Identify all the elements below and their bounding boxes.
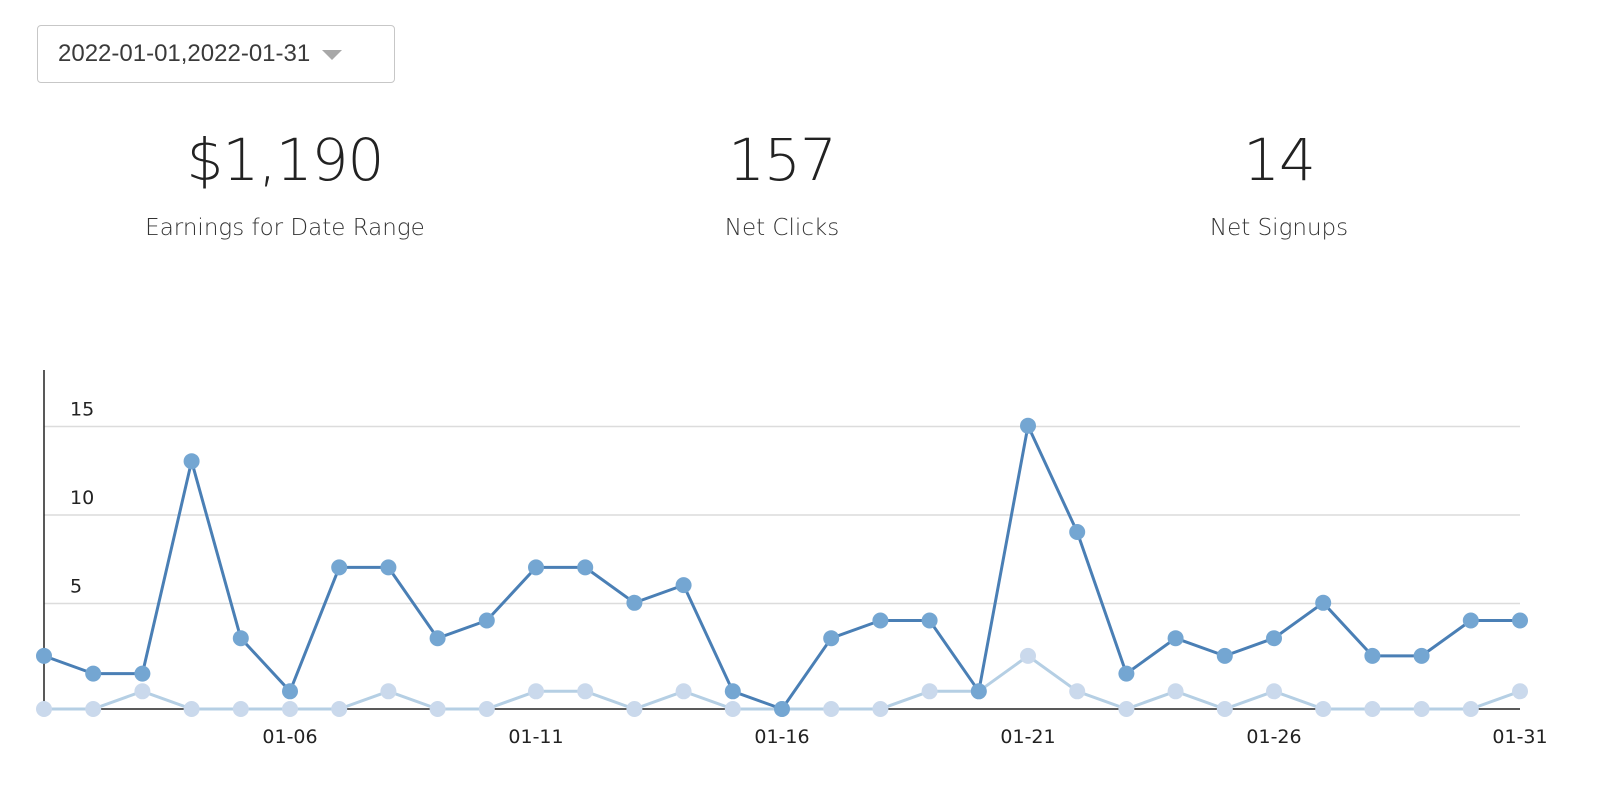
data-point	[1413, 647, 1430, 664]
earnings-value: $1,190	[186, 126, 385, 194]
data-point	[232, 701, 249, 717]
data-point	[1462, 701, 1479, 717]
data-point	[528, 683, 544, 700]
data-point	[134, 683, 151, 700]
data-point	[478, 612, 495, 629]
data-point	[85, 665, 102, 682]
data-point	[1020, 647, 1036, 664]
data-point	[1020, 417, 1036, 434]
data-point	[429, 701, 446, 717]
data-point	[282, 701, 298, 717]
data-point	[1266, 683, 1282, 700]
data-point	[921, 612, 938, 629]
data-point	[724, 683, 741, 700]
data-point	[1118, 665, 1135, 682]
x-tick-label: 01-26	[1246, 726, 1301, 748]
data-point	[675, 683, 692, 700]
data-point	[675, 577, 692, 594]
stat-signups: 14 Net Signups	[1079, 125, 1479, 241]
data-point	[577, 559, 594, 576]
signups-label: Net Signups	[1209, 215, 1349, 241]
data-point	[232, 630, 249, 647]
x-tick-label: 01-31	[1492, 726, 1547, 748]
x-tick-label: 01-21	[1000, 726, 1055, 748]
stat-clicks: 157 Net Clicks	[582, 125, 982, 241]
data-point	[1069, 683, 1086, 700]
data-point	[1413, 701, 1430, 717]
data-point	[1364, 701, 1381, 717]
data-point	[970, 683, 987, 700]
data-point	[85, 701, 102, 717]
y-tick-label: 15	[70, 399, 94, 421]
data-point	[183, 453, 200, 470]
data-point	[331, 559, 348, 576]
data-point	[626, 594, 643, 611]
data-point	[921, 683, 938, 700]
line-chart: 5 10 15 01-06 01-11 01-16 01-21 01-26 01-31	[36, 370, 1548, 748]
data-point	[1315, 594, 1332, 611]
date-range-value: 2022-01-01,2022-01-31	[58, 40, 311, 67]
data-point	[183, 701, 200, 717]
series-line-1	[43, 424, 1520, 711]
data-point	[528, 559, 544, 576]
data-point	[478, 701, 495, 717]
data-point	[823, 630, 840, 647]
x-tick-label: 01-11	[508, 726, 563, 748]
y-tick-label: 10	[70, 487, 94, 509]
data-point	[626, 701, 643, 717]
data-point	[1118, 701, 1135, 717]
data-point	[774, 701, 790, 717]
stat-earnings: $1,190 Earnings for Date Range	[85, 125, 485, 241]
data-point	[1266, 630, 1282, 647]
data-point	[1462, 612, 1479, 629]
x-tick-label: 01-16	[754, 726, 809, 748]
data-point	[380, 559, 397, 576]
data-point	[1167, 630, 1184, 647]
data-point	[1069, 524, 1086, 540]
data-point	[331, 701, 348, 717]
data-point	[36, 701, 52, 717]
data-point	[1216, 701, 1233, 717]
data-point	[1512, 612, 1528, 629]
data-point	[36, 647, 52, 664]
data-point	[823, 701, 840, 717]
data-point	[872, 701, 889, 717]
data-point	[1167, 683, 1184, 700]
y-tick-label: 5	[70, 576, 82, 598]
earnings-label: Earnings for Date Range	[145, 215, 425, 241]
chevron-down-icon[interactable]	[322, 50, 343, 60]
clicks-label: Net Clicks	[724, 215, 840, 241]
date-range-select[interactable]: 2022-01-01,2022-01-31	[37, 25, 395, 83]
data-point	[429, 630, 446, 647]
data-point	[724, 701, 741, 717]
data-point	[282, 683, 298, 700]
data-point	[872, 612, 889, 629]
data-point	[577, 683, 594, 700]
x-tick-label: 01-06	[262, 726, 317, 748]
signups-value: 14	[1243, 126, 1316, 194]
data-point	[380, 683, 397, 700]
data-point	[1364, 647, 1381, 664]
data-point	[1216, 647, 1233, 664]
clicks-value: 157	[728, 126, 837, 194]
data-point	[1315, 701, 1332, 717]
data-point	[134, 665, 151, 682]
data-point	[1512, 683, 1528, 700]
